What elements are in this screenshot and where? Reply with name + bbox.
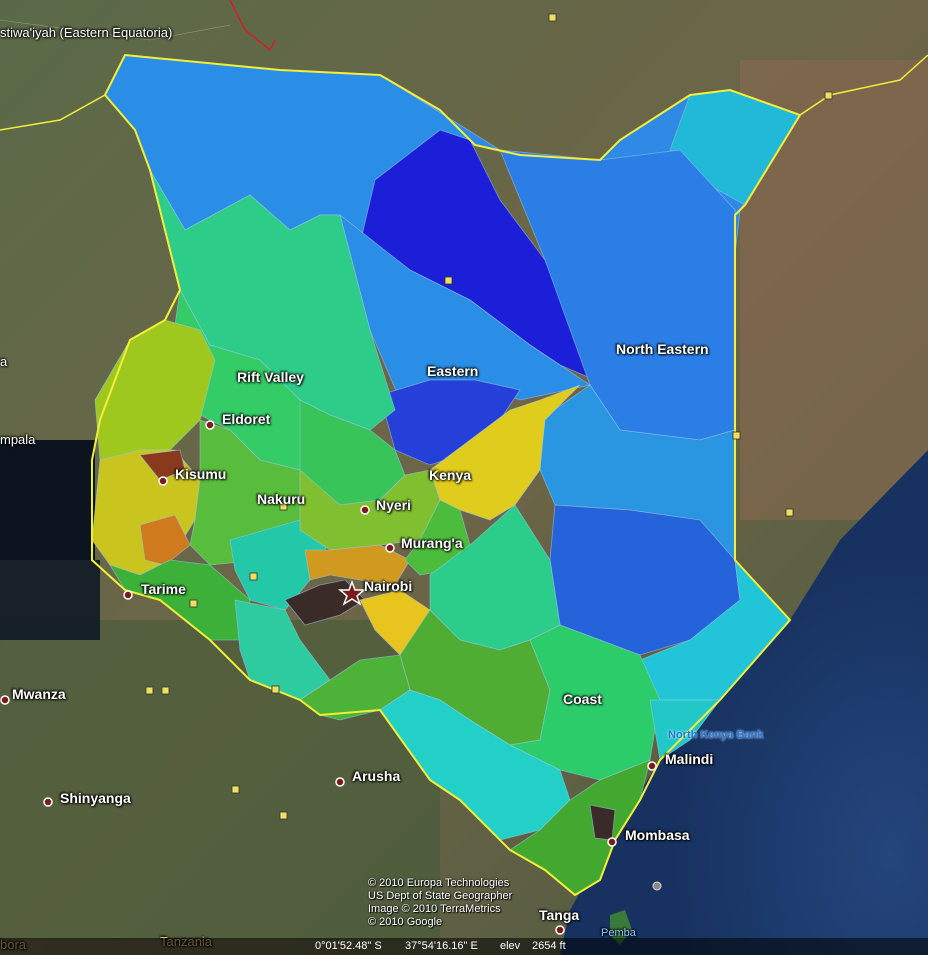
kisumu-dot [158, 476, 168, 486]
square-icon [444, 276, 453, 285]
indian-ocean [560, 450, 928, 955]
credit-line: Image © 2010 TerraMetrics [368, 903, 501, 915]
pemba-island [610, 910, 632, 945]
label-pemba: Pemba [601, 927, 636, 939]
kenya-regions [91, 54, 801, 896]
square-icon [145, 686, 154, 695]
label-rift-valley: Rift Valley [237, 369, 304, 385]
placemark-squares [145, 13, 833, 820]
square-icon [732, 431, 741, 440]
region-kisii [139, 514, 191, 566]
label-muranga: Murang'a [401, 535, 463, 551]
label-tarime: Tarime [141, 581, 186, 597]
square-icon [785, 508, 794, 517]
square-icon [824, 91, 833, 100]
eldoret-dot [205, 420, 215, 430]
lake-victoria-south [0, 560, 100, 640]
region-kilifi [649, 699, 721, 761]
label-kenya: Kenya [429, 467, 472, 483]
label-left-a: a [0, 354, 8, 369]
label-kampala: mpala [0, 432, 36, 447]
label-north-kenya-bank: North Kenya Bank [668, 729, 764, 741]
somalia-border [799, 54, 928, 116]
arusha-dot [335, 777, 345, 787]
square-icon [271, 685, 280, 694]
label-eastern-equatoria: stiwa'iyah (Eastern Equatoria) [0, 25, 173, 40]
longitude-readout: 37°54'16.16" E [405, 940, 478, 952]
map-credits: © 2010 Europa Technologies US Dept of St… [368, 877, 512, 929]
nairobi-star-icon [337, 579, 367, 606]
region-tana-river [508, 624, 661, 781]
square-icon [231, 785, 240, 794]
square-icon [279, 502, 288, 511]
label-nairobi: Nairobi [364, 578, 413, 594]
label-mwanza: Mwanza [12, 686, 66, 702]
placemark-circle [652, 881, 662, 891]
square-icon [548, 13, 557, 22]
city-markers [0, 420, 657, 935]
square-icon [279, 811, 288, 820]
nyeri-dot [360, 505, 370, 515]
sudan-border [229, 0, 276, 52]
label-tanga: Tanga [539, 907, 580, 923]
lake-victoria [0, 440, 95, 560]
label-kisumu: Kisumu [175, 466, 227, 482]
status-bar: 0°01'52.48" S 37°54'16.16" E elev 2654 f… [0, 938, 928, 955]
label-coast: Coast [563, 691, 602, 707]
tarime-dot [123, 590, 133, 600]
label-eastern: Eastern [427, 363, 479, 379]
mombasa-dot [607, 837, 617, 847]
admin-line [0, 19, 231, 41]
square-icon [161, 686, 170, 695]
malindi-dot [647, 761, 657, 771]
label-nyeri: Nyeri [376, 497, 412, 513]
label-eldoret: Eldoret [222, 411, 271, 427]
label-shinyanga: Shinyanga [60, 790, 131, 806]
elevation-readout: 2654 ft [532, 940, 566, 952]
square-icon [249, 572, 258, 581]
shinyanga-dot [43, 797, 53, 807]
credit-line: © 2010 Europa Technologies [368, 877, 510, 889]
credit-line: © 2010 Google [368, 916, 443, 928]
label-nakuru: Nakuru [257, 491, 306, 507]
square-icon [189, 599, 198, 608]
latitude-readout: 0°01'52.48" S [315, 940, 382, 952]
region-isiolo [339, 213, 592, 401]
region-kisumu [139, 449, 186, 481]
kenya-border [91, 53, 802, 897]
tanga-dot [555, 925, 565, 935]
elevation-label: elev [500, 940, 521, 952]
region-kiambu [304, 544, 411, 586]
label-malindi: Malindi [665, 751, 714, 767]
uganda-border [0, 94, 106, 131]
label-mombasa: Mombasa [625, 827, 690, 843]
label-north-eastern: North Eastern [616, 341, 709, 357]
credit-line: US Dept of State Geographer [368, 890, 513, 902]
label-arusha: Arusha [352, 768, 401, 784]
muranga-dot [385, 543, 395, 553]
mwanza-dot [0, 695, 10, 705]
